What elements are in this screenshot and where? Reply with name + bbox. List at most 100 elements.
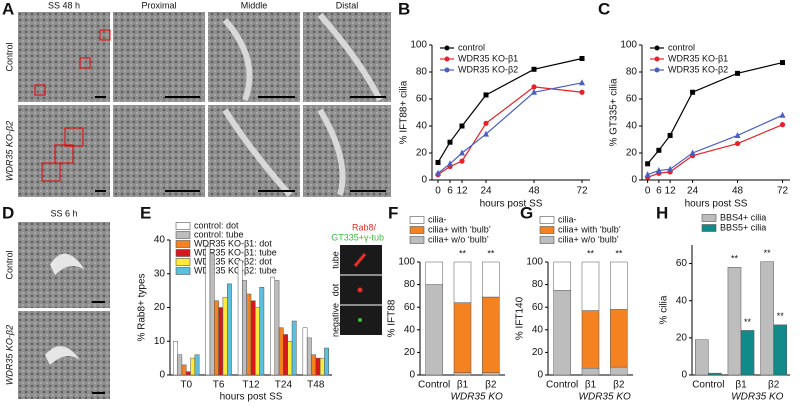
x-axis-label: hours post SS — [480, 199, 543, 210]
legend-swatch — [175, 240, 191, 248]
y-tick-label: 40 — [416, 121, 428, 132]
em-image — [18, 105, 110, 197]
marker — [531, 84, 537, 90]
legend-swatch — [539, 226, 555, 234]
bar — [209, 253, 215, 376]
legend-label: WDR35 KO-β2: tube — [194, 265, 277, 275]
y-tick-label: 0 — [537, 370, 543, 381]
bar — [222, 297, 228, 376]
marker — [579, 79, 585, 86]
marker — [435, 159, 441, 165]
bar — [695, 339, 709, 376]
bar — [278, 327, 284, 376]
marker — [780, 60, 786, 66]
column-label: Distal — [336, 0, 359, 10]
em-image — [113, 105, 205, 197]
significance: ** — [777, 311, 785, 321]
legend-label: cilia+ with ‘bulb’ — [428, 224, 491, 234]
bar — [740, 330, 755, 376]
legend-label: BBS5+ cilia — [720, 222, 766, 232]
bar-segment — [610, 366, 628, 376]
bar-segment — [610, 309, 628, 368]
bar-segment — [581, 261, 600, 311]
legend-swatch — [175, 222, 191, 230]
x-tick-label: T6 — [213, 380, 225, 391]
y-tick-label: 20 — [154, 302, 166, 313]
zoom-box — [41, 162, 61, 182]
panel-letter: B — [398, 0, 410, 18]
x-axis-label: hours post SS — [685, 199, 748, 210]
zoom-box — [54, 144, 74, 164]
y-tick-label: 60 — [532, 302, 544, 313]
em-image — [18, 12, 110, 102]
x-tick-label: β1 — [735, 380, 747, 391]
legend-swatch — [409, 216, 425, 224]
row-label: WDR35 KO-β2 — [4, 325, 14, 385]
x-tick-label: 0 — [645, 186, 651, 197]
cilium-shape — [222, 13, 383, 197]
x-tick-label: Control — [418, 380, 450, 391]
marker — [667, 165, 674, 172]
bar-segment — [581, 367, 600, 376]
marker — [447, 160, 453, 167]
legend-label: BBS4+ cilia — [720, 212, 766, 222]
series-line — [647, 114, 783, 176]
x-tick-label: 12 — [665, 186, 677, 197]
em-image — [303, 12, 391, 102]
marker — [690, 89, 696, 95]
x-tick-label: Control — [546, 380, 578, 391]
significance: ** — [487, 248, 495, 258]
marker — [483, 120, 489, 126]
inset-label: negative — [330, 303, 340, 337]
bar-segment — [453, 261, 472, 303]
x-tick-label: Control — [692, 380, 724, 391]
y-tick-label: 20 — [626, 148, 638, 159]
x-tick-label: T0 — [180, 380, 192, 391]
marker — [459, 123, 465, 129]
bar — [214, 300, 219, 376]
x-tick-label: 0 — [435, 186, 441, 197]
legend-swatch — [539, 236, 555, 244]
marker — [689, 149, 696, 156]
x-tick-label: β2 — [613, 380, 625, 391]
inset-label: tube — [330, 251, 340, 269]
bar — [190, 357, 196, 376]
bar-segment — [453, 372, 472, 376]
y-tick-label: 60 — [626, 94, 638, 105]
x-tick-label: 12 — [456, 186, 468, 197]
legend-label: WDR35 KO-β2 — [458, 64, 518, 74]
panel-letter: H — [656, 203, 668, 222]
legend-label: WDR35 KO-β1 — [668, 53, 728, 63]
y-tick-label: 80 — [404, 279, 416, 290]
zoom-box — [79, 57, 91, 69]
legend-marker — [444, 45, 450, 51]
em-image — [208, 12, 300, 102]
legend-label: WDR35 KO-β1: tube — [194, 247, 277, 257]
bar — [181, 364, 187, 376]
y-axis-label: % IFT140 — [515, 296, 526, 340]
y-tick-label: 20 — [416, 148, 428, 159]
bar — [274, 280, 280, 376]
marker — [459, 149, 465, 156]
y-tick-label: 20 — [532, 347, 544, 358]
group-label: WDR35 KO — [731, 392, 783, 403]
y-axis-label: % Rab8+ types — [137, 273, 148, 341]
y-tick-label: 60 — [404, 302, 416, 313]
legend-label: cilia- — [428, 214, 447, 224]
x-tick-label: T48 — [307, 380, 325, 391]
legend-swatch — [701, 224, 717, 232]
y-axis-label: % GT335+ cilia — [609, 78, 620, 147]
bar — [708, 372, 722, 376]
legend-swatch — [409, 236, 425, 244]
panel-letter: D — [2, 203, 14, 222]
em-image — [113, 12, 205, 102]
legend-marker — [654, 45, 660, 51]
marker — [483, 130, 489, 137]
marker — [531, 66, 537, 72]
y-tick-label: 0 — [421, 175, 427, 186]
x-tick-label: β1 — [585, 380, 597, 391]
panel-a-images — [18, 12, 391, 197]
legend-swatch — [175, 231, 191, 239]
legend-label: cilia+ w/o ‘bulb’ — [558, 234, 619, 244]
